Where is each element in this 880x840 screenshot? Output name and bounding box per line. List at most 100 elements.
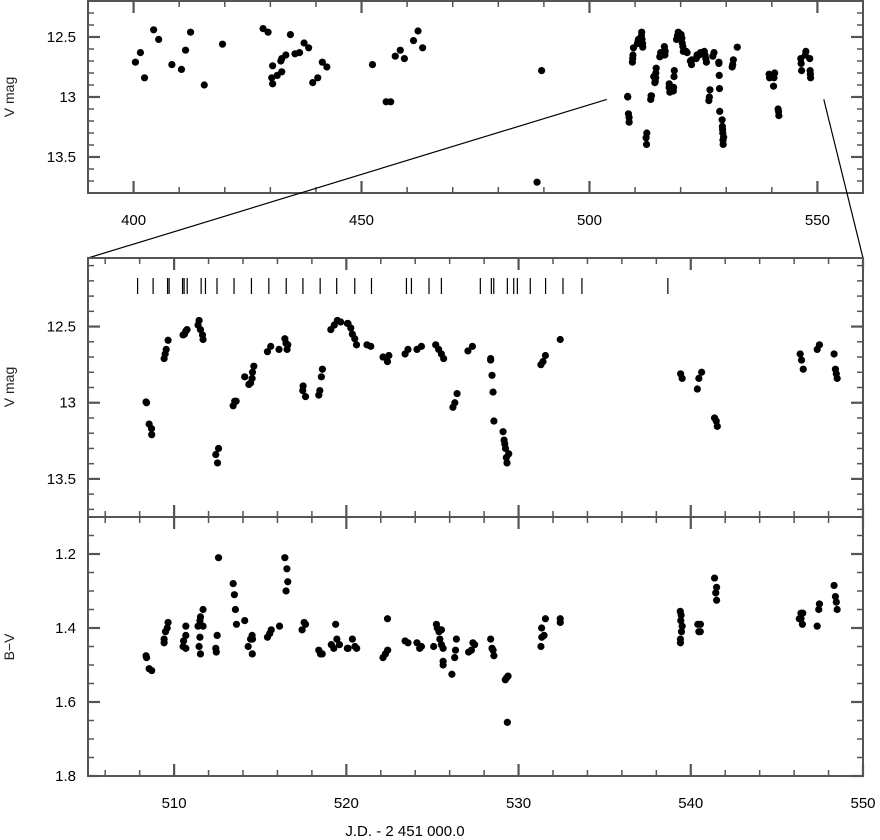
- zoom-connector-lines: [87, 98, 864, 259]
- data-point: [263, 348, 272, 356]
- zoom-line-right: [823, 99, 864, 259]
- data-point: [629, 51, 637, 59]
- data-point: [710, 574, 719, 582]
- overview-y-axis-label: V mag: [1, 77, 17, 117]
- data-point: [488, 371, 496, 379]
- data-point: [318, 58, 326, 66]
- data-point: [396, 46, 404, 54]
- data-point: [177, 65, 186, 73]
- data-point: [213, 459, 222, 467]
- data-point: [168, 61, 176, 69]
- data-point: [451, 646, 460, 654]
- data-point: [140, 74, 149, 82]
- data-point: [231, 605, 240, 614]
- data-point: [503, 459, 511, 467]
- data-point: [487, 635, 495, 643]
- data-point: [301, 620, 310, 628]
- data-point: [439, 661, 447, 669]
- data-point: [409, 37, 418, 45]
- data-point: [706, 86, 714, 94]
- data-point: [831, 592, 840, 601]
- data-point: [284, 341, 292, 349]
- v-panel-y-axis-label: V mag: [1, 367, 17, 407]
- plot-frame: [87, 0, 864, 194]
- data-point: [199, 605, 207, 614]
- data-point: [705, 93, 713, 101]
- data-point: [683, 49, 691, 57]
- y-tick-label: 1.4: [55, 620, 76, 637]
- data-point: [775, 112, 783, 120]
- y-tick-label: 12.5: [47, 319, 76, 336]
- data-point: [318, 365, 326, 373]
- data-point: [353, 644, 361, 652]
- x-tick-label: 400: [121, 212, 146, 229]
- data-point: [832, 598, 840, 606]
- data-point: [214, 444, 223, 453]
- x-tick-label: 550: [805, 212, 830, 229]
- data-point: [678, 622, 686, 630]
- data-point: [148, 666, 156, 675]
- data-point: [182, 644, 190, 652]
- data-point: [719, 140, 727, 148]
- data-point: [670, 67, 678, 75]
- data-point: [713, 596, 721, 604]
- data-point: [182, 622, 190, 630]
- data-point: [286, 30, 295, 39]
- data-point: [677, 611, 685, 619]
- x-tick-label: 510: [162, 795, 187, 812]
- data-point: [499, 428, 507, 436]
- data-point: [625, 118, 633, 126]
- data-point: [715, 71, 723, 79]
- data-point: [301, 393, 310, 401]
- data-point: [352, 341, 361, 349]
- data-point: [282, 587, 290, 595]
- overview-panel: 12.5 13 13.5 400 450 500 550: [47, 0, 864, 229]
- data-point: [440, 354, 448, 363]
- data-point: [467, 646, 475, 654]
- data-point: [142, 654, 151, 662]
- zoom-line-left: [87, 98, 607, 259]
- data-point: [696, 620, 705, 628]
- y-tick-label: 13: [59, 89, 76, 106]
- data-point: [698, 368, 706, 376]
- data-point: [419, 44, 427, 52]
- y-tick-label: 12.5: [47, 29, 76, 46]
- data-point: [718, 116, 726, 124]
- data-point: [702, 58, 711, 66]
- data-point: [502, 453, 510, 462]
- data-point: [733, 43, 741, 51]
- data-point: [556, 335, 564, 344]
- data-point: [278, 68, 286, 76]
- data-point: [806, 74, 815, 82]
- data-point: [642, 140, 651, 148]
- data-point: [230, 591, 238, 599]
- data-point: [771, 69, 779, 77]
- data-point: [439, 644, 447, 652]
- data-point: [164, 336, 172, 344]
- data-point: [214, 554, 223, 562]
- data-point: [815, 600, 824, 608]
- v-mag-panel: 12.5 13 13.5: [47, 257, 865, 518]
- x-tick-label: 540: [678, 795, 703, 812]
- y-tick-label: 13: [59, 395, 76, 412]
- data-point: [815, 605, 823, 614]
- data-point: [309, 79, 317, 87]
- data-point: [541, 351, 550, 360]
- data-point: [264, 28, 272, 36]
- data-point: [333, 635, 341, 643]
- data-point: [624, 93, 632, 101]
- data-point: [417, 342, 426, 350]
- x-tick-label: 520: [334, 795, 359, 812]
- data-point: [710, 49, 718, 57]
- data-point: [833, 605, 841, 614]
- data-point: [541, 615, 550, 623]
- data-point: [670, 73, 678, 81]
- data-point: [501, 444, 510, 453]
- data-point: [196, 650, 205, 658]
- data-point: [387, 98, 395, 106]
- data-point: [267, 342, 275, 350]
- data-point: [379, 353, 387, 361]
- data-point: [160, 635, 168, 643]
- data-point: [490, 417, 498, 425]
- data-point: [305, 44, 313, 52]
